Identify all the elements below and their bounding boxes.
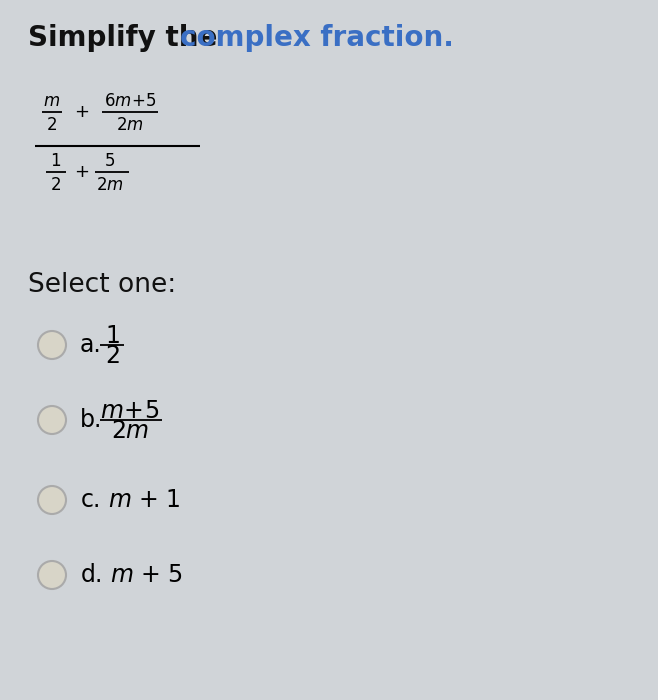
Text: $m\!+\!5$: $m\!+\!5$ <box>100 399 160 423</box>
Circle shape <box>38 561 66 589</box>
Text: $2m$: $2m$ <box>96 176 124 194</box>
Text: $5$: $5$ <box>105 152 116 170</box>
Circle shape <box>38 486 66 514</box>
Text: $2$: $2$ <box>47 116 57 134</box>
Text: $1$: $1$ <box>51 152 62 170</box>
Text: $+$: $+$ <box>74 103 89 121</box>
Text: $6m\!+\!5$: $6m\!+\!5$ <box>103 92 157 110</box>
Text: $m$: $m$ <box>43 92 61 110</box>
Text: b.: b. <box>80 408 103 432</box>
Text: Select one:: Select one: <box>28 272 176 298</box>
Circle shape <box>38 331 66 359</box>
Text: complex fraction.: complex fraction. <box>180 24 454 52</box>
Text: $2m$: $2m$ <box>116 116 143 134</box>
Text: $2$: $2$ <box>105 344 119 368</box>
Text: $+$: $+$ <box>74 163 89 181</box>
Text: c. $m$ + 1: c. $m$ + 1 <box>80 488 180 512</box>
Text: d. $m$ + 5: d. $m$ + 5 <box>80 563 183 587</box>
Text: $1$: $1$ <box>105 324 119 348</box>
Text: Simplify the: Simplify the <box>28 24 227 52</box>
Text: a.: a. <box>80 333 102 357</box>
Text: $2m$: $2m$ <box>111 419 149 443</box>
Circle shape <box>38 406 66 434</box>
Text: $2$: $2$ <box>51 176 61 194</box>
